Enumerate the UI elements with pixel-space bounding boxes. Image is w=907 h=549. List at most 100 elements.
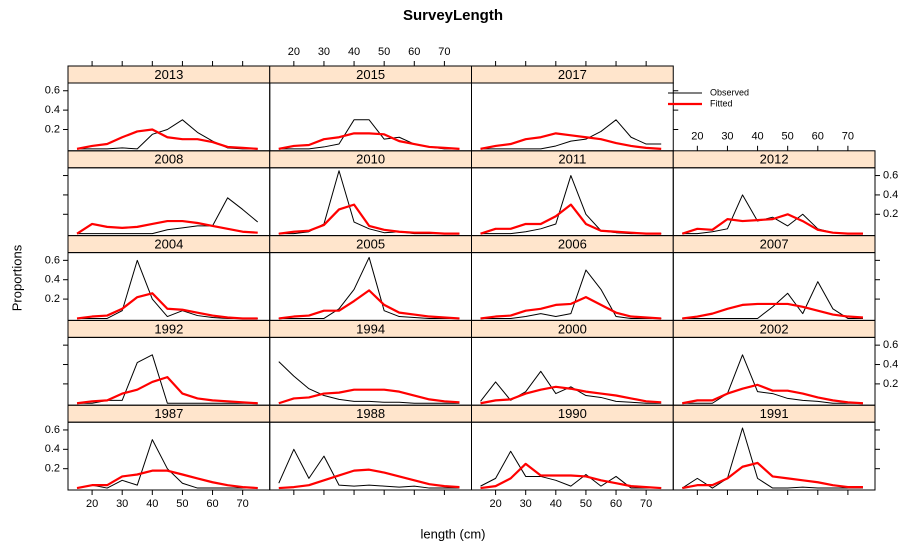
x-tick-label: 20 [288, 46, 300, 58]
y-tick-label: 0.2 [883, 378, 898, 390]
strip-label: 2013 [154, 67, 183, 82]
x-tick-label: 40 [146, 498, 158, 510]
observed-line [480, 269, 662, 319]
panel [269, 82, 472, 152]
x-tick-label: 20 [691, 131, 703, 143]
x-tick-label: 70 [438, 46, 450, 58]
panel [471, 82, 674, 152]
fitted-line [76, 128, 258, 150]
x-tick-label: 60 [610, 498, 622, 510]
strip-label: 2010 [356, 152, 385, 167]
x-tick-label: 20 [489, 498, 501, 510]
x-tick-label: 40 [550, 498, 562, 510]
strip-label: 2007 [760, 237, 789, 252]
strip-label: 1987 [154, 406, 183, 421]
fitted-line [278, 289, 460, 320]
strip-label: 2002 [760, 321, 789, 336]
x-tick-label: 50 [378, 46, 390, 58]
y-tick-label: 0.2 [45, 463, 60, 475]
observed-line [480, 450, 662, 489]
panel [672, 167, 876, 237]
x-tick-label: 70 [237, 498, 249, 510]
legend-label: Fitted [710, 98, 733, 108]
y-tick-label: 0.6 [883, 339, 898, 351]
fitted-line [278, 468, 460, 490]
x-tick-label: 50 [580, 498, 592, 510]
panel [471, 167, 674, 237]
x-tick-label: 30 [318, 46, 330, 58]
y-tick-label: 0.6 [45, 254, 60, 266]
x-tick-label: 60 [812, 131, 824, 143]
x-tick-label: 60 [206, 498, 218, 510]
y-tick-label: 0.2 [883, 208, 898, 220]
panel [67, 82, 271, 152]
x-tick-label: 60 [408, 46, 420, 58]
panel [269, 336, 472, 406]
strip-label: 2000 [558, 321, 587, 336]
panel [67, 336, 271, 406]
y-tick-label: 0.4 [883, 189, 898, 201]
fitted-line [278, 132, 460, 150]
x-tick-label: 50 [782, 131, 794, 143]
observed-line [480, 119, 662, 150]
observed-line [278, 256, 460, 319]
x-tick-label: 70 [640, 498, 652, 510]
observed-line [278, 448, 460, 489]
strip-label: 1992 [154, 321, 183, 336]
fitted-line [682, 461, 863, 490]
observed-line [77, 197, 259, 235]
x-tick-label: 30 [520, 498, 532, 510]
panel [672, 252, 876, 321]
chart-title: SurveyLength [403, 7, 503, 24]
x-tick-label: 50 [176, 498, 188, 510]
fitted-line [278, 388, 460, 405]
fitted-line [480, 462, 662, 490]
y-tick-label: 0.2 [45, 293, 60, 305]
legend-label: Observed [710, 87, 749, 97]
y-axis-title: Proportions [9, 244, 24, 311]
observed-line [682, 354, 863, 404]
y-tick-label: 0.4 [45, 274, 60, 286]
strip-label: 1991 [760, 406, 789, 421]
panel [471, 421, 674, 491]
observed-line [682, 194, 863, 235]
fitted-line [682, 383, 864, 405]
panel [67, 421, 271, 491]
fitted-line [480, 132, 662, 150]
fitted-line [278, 203, 460, 235]
y-tick-label: 0.4 [883, 358, 898, 370]
panel [67, 252, 271, 321]
fitted-line [480, 203, 662, 235]
observed-line [76, 439, 258, 489]
fitted-line [681, 213, 863, 235]
strip-label: 2004 [154, 237, 183, 252]
y-tick-label: 0.6 [45, 85, 60, 97]
panel [672, 421, 876, 491]
observed-line [278, 361, 460, 404]
y-tick-label: 0.6 [45, 424, 60, 436]
strip-label: 1994 [356, 321, 385, 336]
y-tick-label: 0.4 [45, 104, 60, 116]
fitted-line [480, 296, 662, 320]
fitted-line [480, 385, 662, 405]
strip-label: 2006 [558, 237, 587, 252]
y-tick-label: 0.6 [883, 169, 898, 181]
strip-label: 2012 [760, 152, 789, 167]
panel [672, 336, 876, 406]
x-tick-label: 30 [116, 498, 128, 510]
x-tick-label: 40 [751, 131, 763, 143]
fitted-line [76, 376, 258, 405]
panel [471, 336, 674, 406]
fitted-line [682, 302, 864, 320]
observed-line [77, 354, 258, 404]
x-tick-label: 20 [86, 498, 98, 510]
x-tick-label: 40 [348, 46, 360, 58]
observed-line [682, 281, 863, 319]
x-tick-label: 70 [842, 131, 854, 143]
x-axis-title: length (cm) [420, 526, 485, 541]
strip-label: 2005 [356, 237, 385, 252]
observed-line [682, 427, 863, 489]
strip-label: 1990 [558, 406, 587, 421]
strip-label: 2017 [558, 67, 587, 82]
